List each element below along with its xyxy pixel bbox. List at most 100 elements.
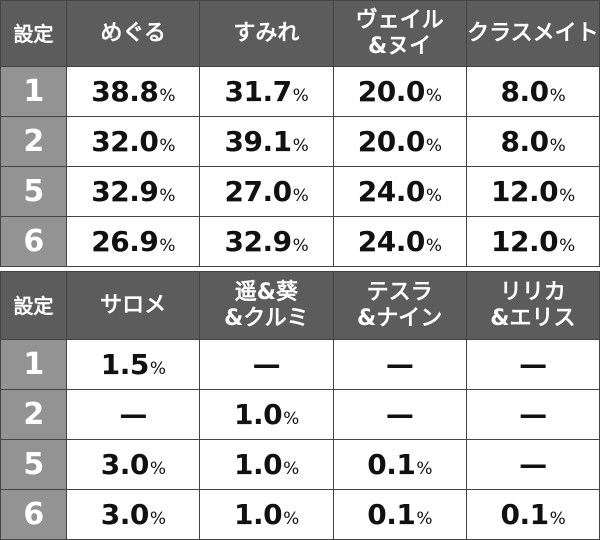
value-cell: 32.9% xyxy=(65,166,201,217)
value: — xyxy=(519,348,547,381)
value-cell: 1.5% xyxy=(65,339,201,390)
probability-table-1: 設定 めぐる すみれ ヴェイル &ヌイ クラスメイト 1 38.8% 31.7% 20.0% 8… xyxy=(0,0,600,267)
value-cell: 31.7% xyxy=(199,66,334,117)
value: — xyxy=(385,398,414,431)
value-cell: — xyxy=(332,339,467,390)
table-row: 6 26.9% 32.9% 24.0% 12.0% xyxy=(0,216,600,267)
percent-unit: % xyxy=(292,236,309,256)
value: — xyxy=(119,398,147,431)
table-row: 2 — 1.0% — — xyxy=(0,389,600,440)
value: 0.1 xyxy=(500,498,549,531)
value: — xyxy=(252,348,281,381)
header-row: 設定 サロメ 遥&葵 &クルミ テスラ &ナイン リリカ &エリス xyxy=(0,271,600,340)
percent-unit: % xyxy=(416,509,432,529)
percent-unit: % xyxy=(292,186,309,206)
column-header: サロメ xyxy=(65,271,201,340)
value-cell: 32.0% xyxy=(65,116,201,167)
value-cell: 12.0% xyxy=(465,216,600,267)
value: 24.0 xyxy=(357,225,426,258)
value: 26.9 xyxy=(91,225,159,258)
percent-unit: % xyxy=(425,236,442,256)
percent-unit: % xyxy=(159,86,175,106)
percent-unit: % xyxy=(283,509,299,529)
value: — xyxy=(519,398,547,431)
percent-unit: % xyxy=(149,509,166,529)
value: 20.0 xyxy=(357,75,426,108)
value: 1.0 xyxy=(233,498,283,531)
value: 3.0 xyxy=(100,448,150,481)
column-header: ヴェイル &ヌイ xyxy=(332,0,467,67)
value-cell: 0.1% xyxy=(332,489,467,540)
percent-unit: % xyxy=(559,186,575,206)
header-row: 設定 めぐる すみれ ヴェイル &ヌイ クラスメイト xyxy=(0,0,600,67)
value-cell: — xyxy=(465,389,600,440)
table-row: 1 1.5% — — — xyxy=(0,339,600,390)
percent-unit: % xyxy=(425,136,442,156)
percent-unit: % xyxy=(159,186,175,206)
value: 8.0 xyxy=(500,75,549,108)
value: 8.0 xyxy=(500,125,549,158)
value: 1.0 xyxy=(233,448,283,481)
percent-unit: % xyxy=(283,459,299,479)
value-cell: 26.9% xyxy=(65,216,201,267)
value-cell: 1.0% xyxy=(199,489,334,540)
percent-unit: % xyxy=(559,236,575,256)
value-cell: 8.0% xyxy=(465,66,600,117)
value-cell: 24.0% xyxy=(332,166,467,217)
table-row: 1 38.8% 31.7% 20.0% 8.0% xyxy=(0,66,600,117)
value-cell: 32.9% xyxy=(199,216,334,267)
value-cell: — xyxy=(465,339,600,390)
value: 12.0 xyxy=(491,225,559,258)
setting-header: 設定 xyxy=(0,0,67,67)
value: 32.9 xyxy=(91,175,159,208)
value-cell: — xyxy=(465,439,600,490)
setting-cell: 5 xyxy=(0,439,67,490)
table-row: 5 32.9% 27.0% 24.0% 12.0% xyxy=(0,166,600,217)
value: — xyxy=(519,448,547,481)
table-row: 6 3.0% 1.0% 0.1% 0.1% xyxy=(0,489,600,540)
table-row: 5 3.0% 1.0% 0.1% — xyxy=(0,439,600,490)
percent-unit: % xyxy=(416,459,432,479)
value: 0.1 xyxy=(367,448,416,481)
value-cell: 0.1% xyxy=(465,489,600,540)
value: 3.0 xyxy=(100,498,150,531)
setting-cell: 1 xyxy=(0,66,67,117)
value: 32.0 xyxy=(91,125,159,158)
value: — xyxy=(385,348,414,381)
percent-unit: % xyxy=(149,459,166,479)
percent-unit: % xyxy=(425,186,442,206)
value: 0.1 xyxy=(367,498,416,531)
column-header: 遥&葵 &クルミ xyxy=(199,271,334,340)
setting-cell: 1 xyxy=(0,339,67,390)
value: 38.8 xyxy=(91,75,159,108)
value-cell: 24.0% xyxy=(332,216,467,267)
value-cell: 1.0% xyxy=(199,439,334,490)
value: 12.0 xyxy=(491,175,559,208)
percent-unit: % xyxy=(149,359,166,379)
setting-header: 設定 xyxy=(0,271,67,340)
value-cell: 27.0% xyxy=(199,166,334,217)
percent-unit: % xyxy=(159,136,175,156)
setting-cell: 5 xyxy=(0,166,67,217)
percent-unit: % xyxy=(283,409,299,429)
value-cell: — xyxy=(199,339,334,390)
percent-unit: % xyxy=(292,86,309,106)
setting-cell: 2 xyxy=(0,116,67,167)
value: 24.0 xyxy=(357,175,426,208)
column-header: すみれ xyxy=(199,0,334,67)
value-cell: 3.0% xyxy=(65,439,201,490)
percent-unit: % xyxy=(549,86,566,106)
column-header: めぐる xyxy=(65,0,201,67)
value: 39.1 xyxy=(224,125,293,158)
setting-cell: 2 xyxy=(0,389,67,440)
probability-table-2: 設定 サロメ 遥&葵 &クルミ テスラ &ナイン リリカ &エリス 1 1.5% — — — 2 —… xyxy=(0,271,600,540)
setting-cell: 6 xyxy=(0,216,67,267)
value-cell: 20.0% xyxy=(332,66,467,117)
value-cell: 12.0% xyxy=(465,166,600,217)
percent-unit: % xyxy=(292,136,309,156)
value-cell: 39.1% xyxy=(199,116,334,167)
value-cell: 3.0% xyxy=(65,489,201,540)
value: 32.9 xyxy=(224,225,293,258)
setting-cell: 6 xyxy=(0,489,67,540)
value-cell: 38.8% xyxy=(65,66,201,117)
